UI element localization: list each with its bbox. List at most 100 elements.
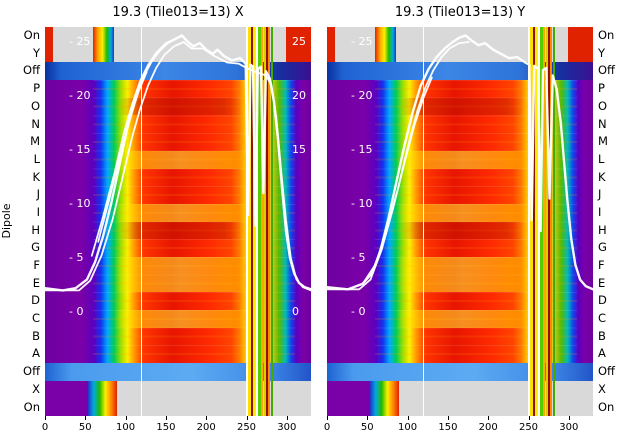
x-tick-label: 150 [438, 422, 458, 433]
bandpass-curve [97, 71, 148, 243]
row-streak [114, 203, 248, 222]
x-tick-label: 0 [323, 422, 331, 433]
dipole-row-label: N [598, 116, 607, 131]
x-tick-mark [246, 416, 248, 420]
bandpass-curves-overlay [327, 34, 593, 291]
dipole-row-label: M [30, 134, 40, 149]
heatmap-band-off-top [327, 62, 593, 81]
dipole-row-labels-right: On Y Off P O N M L K J I H G F E D C B A Off X On [598, 27, 640, 416]
dipole-row-label: On [23, 399, 40, 414]
power-tick-label-right: 0 [292, 305, 299, 318]
power-tick-label: - 0 [69, 305, 84, 318]
power-tick-label: - 10 [69, 197, 91, 210]
rfi-stripe [251, 27, 253, 416]
x-tick-mark [125, 416, 127, 420]
dipole-row-label: G [31, 240, 40, 255]
rfi-stripe [256, 27, 258, 416]
row-streak [119, 97, 242, 116]
power-tick-label: - 5 [69, 251, 84, 264]
x-tick-mark [407, 416, 409, 420]
bandpass-curve [327, 76, 433, 291]
row-streak [396, 203, 530, 222]
rainbow-strip [87, 380, 117, 416]
rfi-stripe [538, 27, 540, 416]
panel-x-title: 19.3 (Tile013=13) X [112, 5, 244, 20]
dipole-row-label: C [31, 311, 40, 326]
red-block [567, 27, 593, 63]
x-tick-mark [568, 416, 570, 420]
x-tick-mark [206, 416, 208, 420]
x-tick-mark [286, 416, 288, 420]
dipole-row-label: On [23, 28, 40, 43]
dipole-row-label: B [32, 328, 40, 343]
dipole-row-label: X [598, 381, 606, 396]
rfi-stripe [535, 27, 538, 416]
rfi-stripe [423, 27, 425, 416]
dipole-row-label: G [598, 240, 607, 255]
row-streak [401, 97, 524, 116]
x-tick-label: 100 [398, 422, 418, 433]
x-tick-mark [45, 416, 46, 420]
rfi-stripe [543, 27, 546, 416]
bandpass-curve [90, 37, 177, 257]
power-tick-label: - 15 [69, 143, 91, 156]
row-streak [114, 274, 248, 293]
dipole-row-labels-left: On Y Off P O N M L K J I H G F E D C B A Off X On [0, 27, 40, 416]
rainbow-strip [369, 380, 399, 416]
x-tick-label: 300 [559, 422, 579, 433]
bandpass-curve [327, 34, 593, 291]
power-tick-label: - 0 [351, 305, 366, 318]
x-tick-mark [488, 416, 490, 420]
dipole-row-label: Y [32, 45, 40, 60]
rainbow-strip [92, 27, 115, 63]
heatmap-band-off-bottom [327, 363, 593, 381]
x-tick-label: 200 [196, 422, 216, 433]
bandpass-curves-overlay [45, 34, 311, 292]
row-streak [114, 309, 248, 328]
row-streak [396, 256, 530, 275]
dipole-row-label: O [598, 98, 608, 113]
dipole-row-label: Y [598, 45, 606, 60]
dipole-row-label: E [598, 275, 606, 290]
rfi-stripe [248, 27, 251, 416]
dipole-row-label: A [598, 346, 606, 361]
rainbow-strip [374, 27, 397, 63]
dipole-row-label: K [598, 169, 606, 184]
power-tick-label: - 25 [351, 35, 373, 48]
dipole-row-label: J [36, 187, 40, 202]
dipole-row-label: L [33, 151, 40, 166]
x-tick-label: 250 [236, 422, 257, 433]
rfi-stripe [268, 27, 271, 416]
dipole-row-label: Off [23, 364, 40, 379]
bandpass-curve [45, 41, 311, 292]
row-streak [396, 309, 530, 328]
x-tick-label: 0 [41, 422, 49, 433]
rfi-stripe [527, 27, 530, 416]
rfi-stripe [245, 27, 248, 416]
dipole-row-label: Off [23, 63, 40, 78]
dipole-row-label: On [598, 28, 615, 43]
x-tick-label: 200 [478, 422, 498, 433]
bandpass-curve [45, 34, 311, 292]
x-axis-panel-y: 0 50 100 150 200 250 300 [323, 416, 593, 438]
power-tick-label: - 25 [69, 35, 91, 48]
x-tick-mark [85, 416, 87, 420]
rfi-stripe [141, 27, 143, 416]
dipole-row-label: A [32, 346, 40, 361]
rfi-stripe [545, 27, 548, 416]
power-tick-label-right: 25 [292, 35, 306, 48]
x-tick-mark [447, 416, 449, 420]
dipole-row-label: L [598, 151, 605, 166]
row-streak [396, 274, 530, 293]
x-tick-mark [327, 416, 328, 420]
rfi-stripe [548, 27, 550, 416]
power-tick-label: - 15 [351, 143, 373, 156]
red-block [327, 27, 335, 63]
bandpass-curve [363, 41, 470, 283]
power-tick-label-right: 20 [292, 89, 306, 102]
heatmap-panel-y: - 25 - 20 - 15 - 10 - 5 - 0 [327, 27, 593, 416]
dipole-row-label: O [30, 98, 40, 113]
x-tick-label: 100 [116, 422, 136, 433]
power-tick-label: - 20 [351, 89, 373, 102]
